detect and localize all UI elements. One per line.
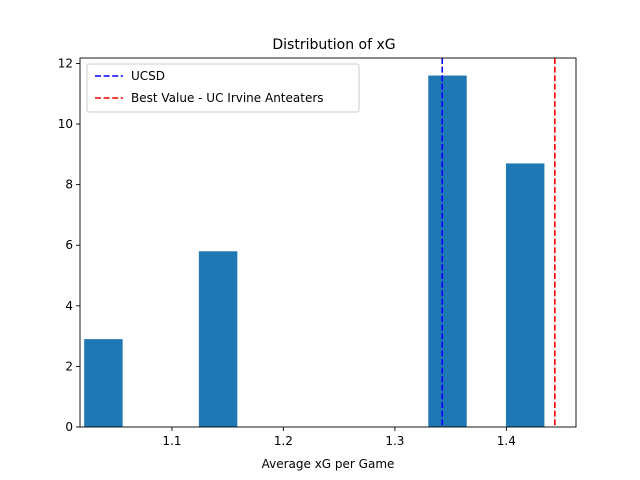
y-tick-label: 10: [58, 117, 73, 131]
chart-title: Distribution of xG: [272, 37, 395, 53]
x-tick-label: 1.1: [162, 434, 181, 448]
y-tick-label: 6: [65, 238, 73, 252]
y-tick-label: 2: [65, 359, 73, 373]
y-tick-label: 8: [65, 178, 73, 192]
histogram-bar: [428, 75, 467, 427]
x-tick-label: 1.3: [385, 434, 404, 448]
legend-label-best-value: Best Value - UC Irvine Anteaters: [131, 91, 324, 105]
y-tick-label: 0: [65, 420, 73, 434]
y-tick-label: 12: [58, 56, 73, 70]
x-tick-label: 1.2: [274, 434, 293, 448]
legend: UCSD Best Value - UC Irvine Anteaters: [86, 63, 360, 113]
legend-label-ucsd: UCSD: [131, 69, 165, 83]
histogram-bar: [198, 251, 238, 427]
legend-box: [86, 63, 360, 113]
x-axis-title: Average xG per Game: [262, 457, 395, 471]
histogram-bar: [505, 163, 545, 427]
y-tick-label: 4: [65, 299, 73, 313]
plot-frame: [79, 57, 577, 428]
histogram-bar: [84, 339, 123, 427]
x-tick-label: 1.4: [497, 434, 516, 448]
